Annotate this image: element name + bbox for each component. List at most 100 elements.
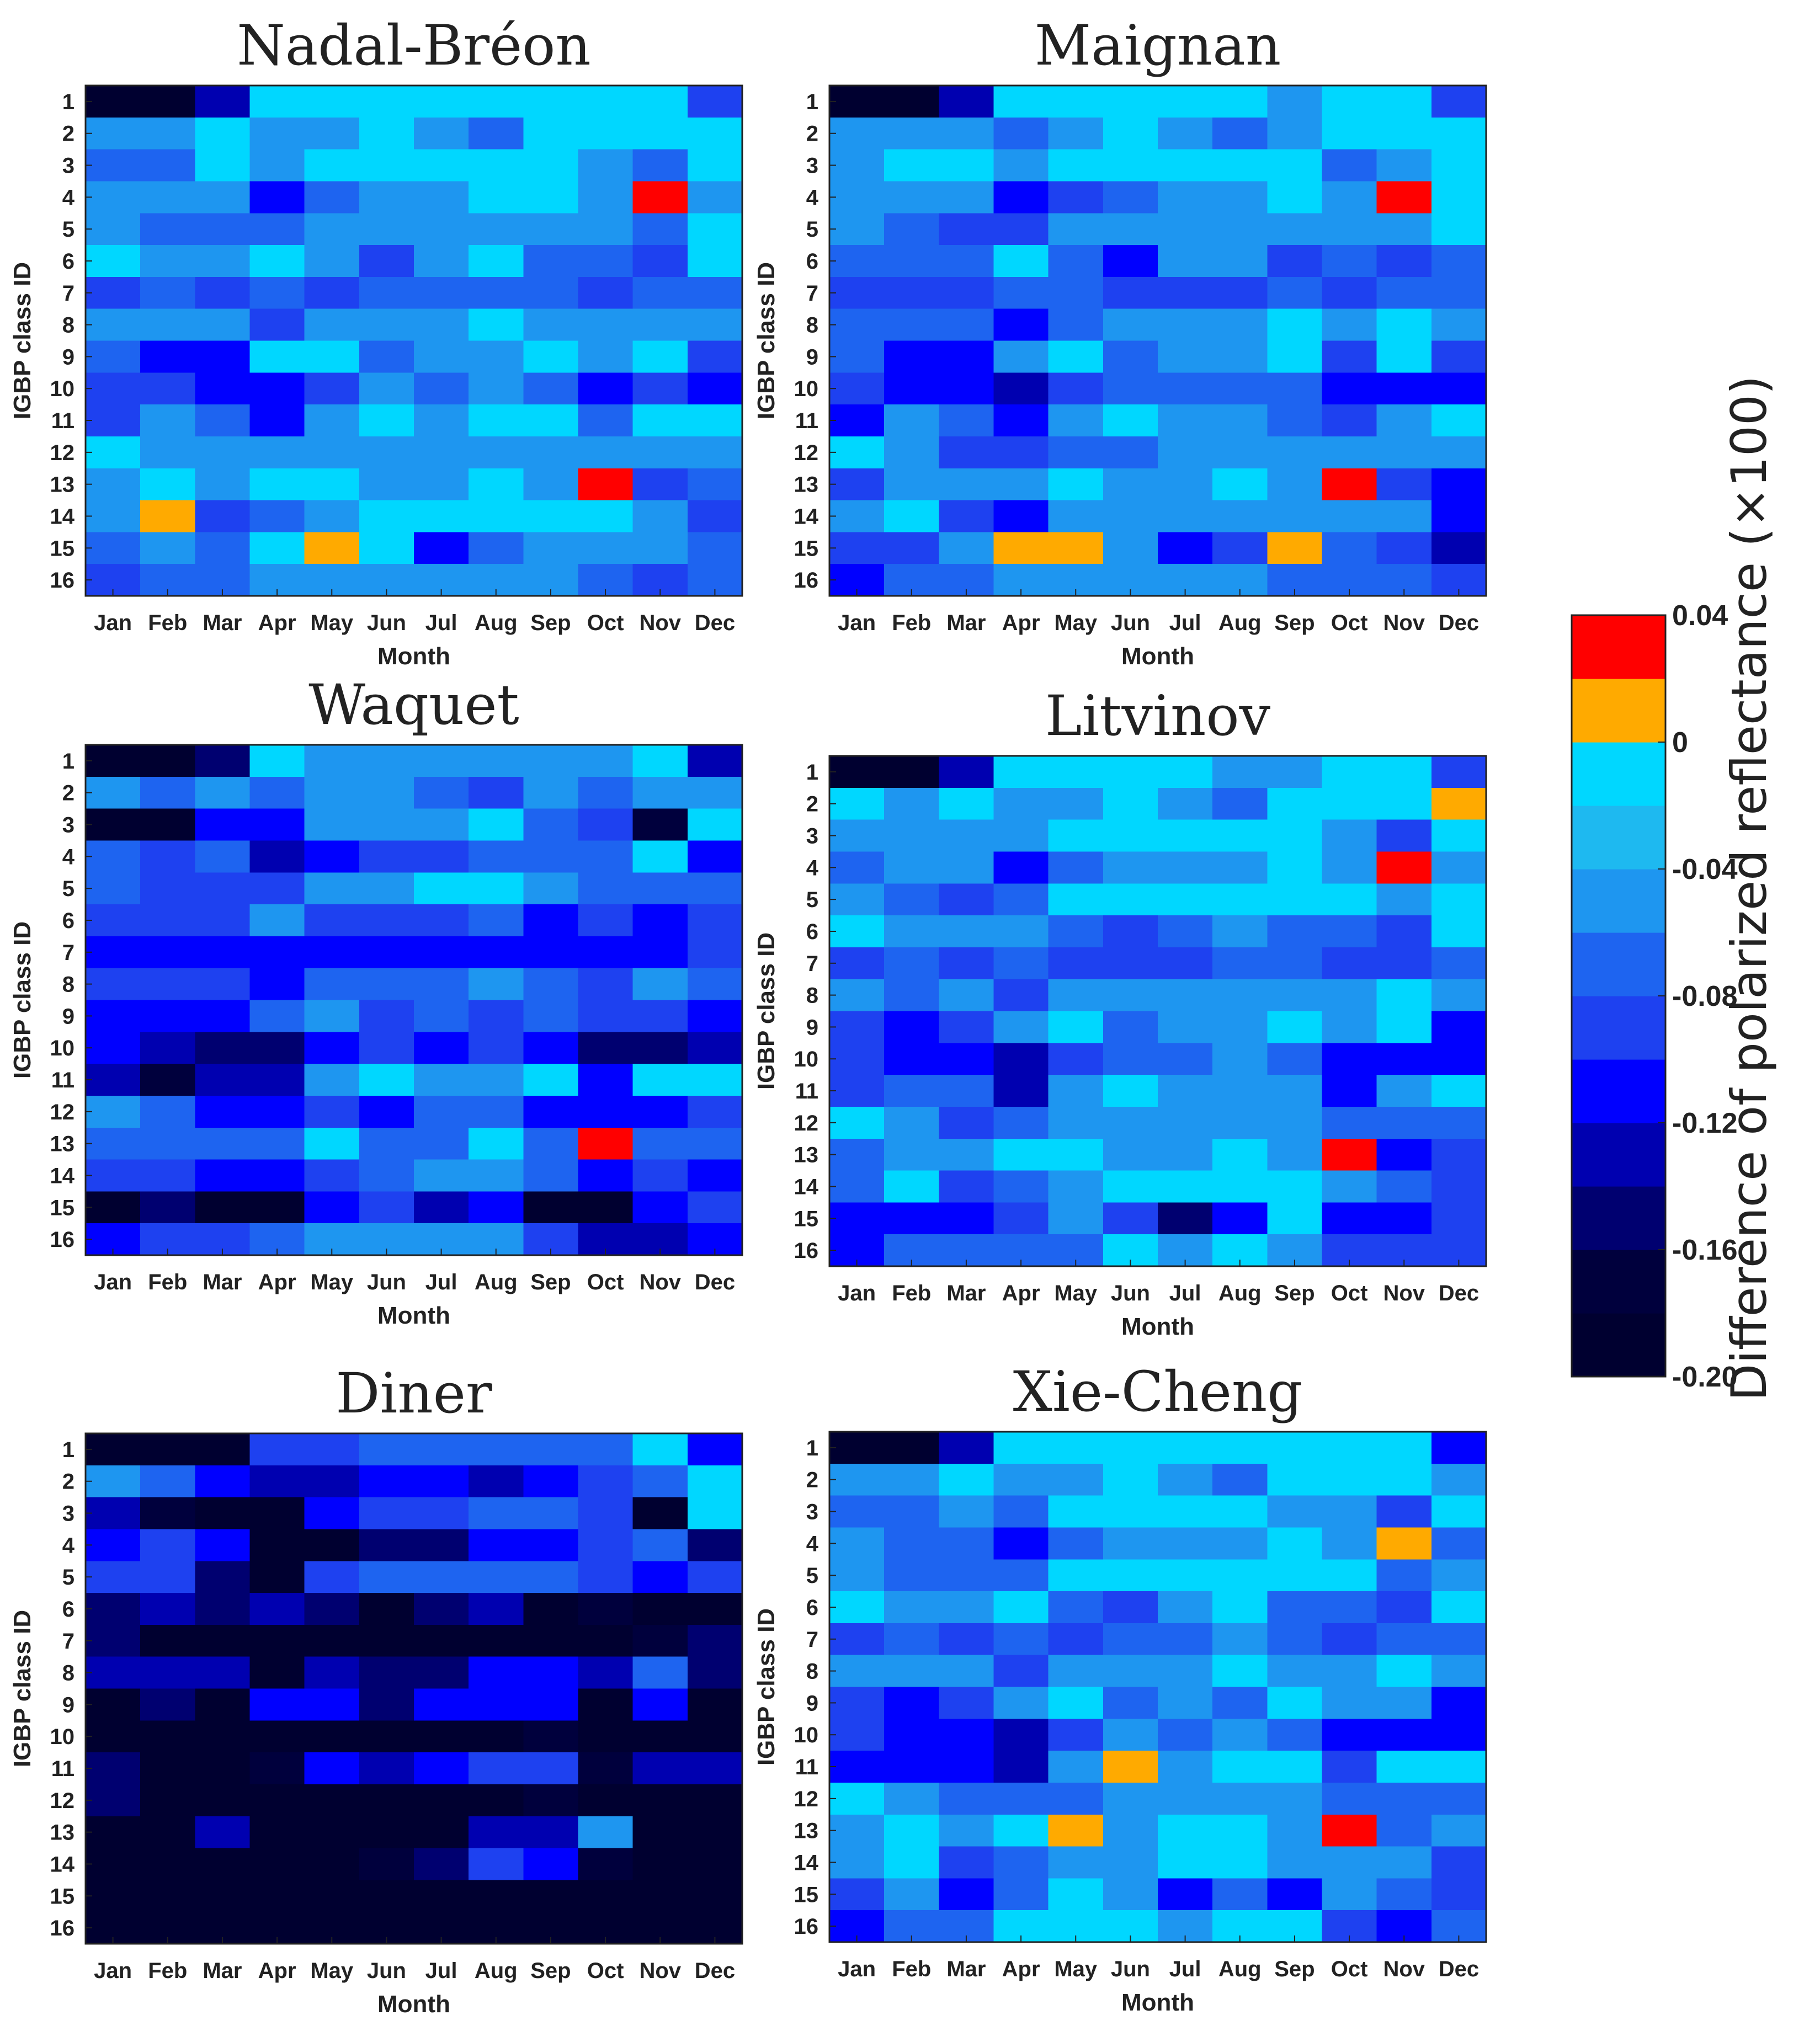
heatmap-cell	[1267, 851, 1323, 884]
heatmap-cell	[523, 1624, 579, 1657]
heatmap-cell	[359, 468, 414, 501]
heatmap-cell	[523, 308, 579, 342]
x-tick-label: Nov	[639, 611, 681, 635]
heatmap-cell	[304, 1433, 360, 1466]
x-tick-label: Feb	[148, 611, 187, 635]
heatmap-cell	[195, 117, 251, 150]
heatmap-cell	[1048, 117, 1104, 150]
x-tick-label: Nov	[1383, 1281, 1425, 1305]
heatmap-cell	[1376, 468, 1432, 501]
heatmap-cell	[1048, 1814, 1104, 1847]
heatmap-cell	[1376, 276, 1432, 310]
heatmap-cell	[578, 1159, 634, 1192]
heatmap-cell	[1103, 1687, 1158, 1719]
heatmap-cell	[304, 404, 360, 437]
heatmap-cell	[86, 213, 141, 246]
heatmap-cell	[86, 1688, 141, 1721]
heatmap-cell	[1158, 1432, 1213, 1464]
heatmap-cell	[86, 904, 141, 937]
heatmap-cell	[359, 117, 414, 150]
heatmap-cell	[86, 181, 141, 214]
heatmap-cell	[884, 851, 939, 884]
heatmap-cell	[993, 1138, 1049, 1171]
heatmap-cell	[249, 1561, 305, 1593]
heatmap-cell	[632, 436, 688, 469]
heatmap-cell	[414, 500, 469, 532]
heatmap-cell	[939, 213, 994, 246]
heatmap-cell	[884, 1463, 939, 1496]
heatmap-cell	[1103, 1202, 1158, 1235]
heatmap-cell	[687, 1720, 743, 1753]
heatmap-cell	[578, 1880, 634, 1912]
y-tick-label: 10	[794, 1047, 819, 1071]
y-tick-label: 5	[62, 217, 74, 242]
heatmap-cell	[829, 1463, 885, 1496]
heatmap-cell	[1212, 1782, 1268, 1815]
heatmap-cell	[993, 947, 1049, 980]
heatmap-cell	[1376, 1527, 1432, 1560]
x-tick-label: Jun	[1111, 1957, 1150, 1981]
heatmap-cell	[1267, 1011, 1323, 1043]
heatmap-cell	[249, 1497, 305, 1530]
y-tick-label: 1	[806, 90, 818, 114]
heatmap-cell	[1267, 1751, 1323, 1783]
heatmap-cell	[578, 436, 634, 469]
heatmap-cell	[1212, 213, 1268, 246]
heatmap-cell	[195, 372, 251, 405]
heatmap-cell	[993, 276, 1049, 310]
heatmap-cell	[304, 1095, 360, 1128]
heatmap-cell	[632, 245, 688, 278]
heatmap-cell	[1267, 1591, 1323, 1624]
heatmap-cell	[632, 1497, 688, 1530]
x-tick-label: May	[1054, 1957, 1098, 1981]
heatmap-cell	[86, 149, 141, 182]
heatmap-cell	[1267, 308, 1323, 342]
heatmap-cell	[993, 1814, 1049, 1847]
heatmap-cell	[249, 436, 305, 469]
heatmap-cell	[1322, 1751, 1377, 1783]
heatmap-cell	[1376, 947, 1432, 980]
heatmap-cell	[1048, 1846, 1104, 1879]
heatmap-cell	[884, 532, 939, 564]
heatmap-cell	[1212, 1878, 1268, 1911]
heatmap-cell	[523, 149, 579, 182]
heatmap-cell	[939, 1043, 994, 1075]
heatmap-cell	[195, 340, 251, 373]
heatmap-cell	[304, 1497, 360, 1530]
heatmap-cell	[523, 500, 579, 532]
heatmap-cell	[884, 213, 939, 246]
heatmap-cell	[632, 149, 688, 182]
heatmap-cell	[414, 1064, 469, 1096]
heatmap-cell	[884, 1043, 939, 1075]
heatmap-cell	[1048, 1655, 1104, 1688]
x-tick-label: Nov	[639, 1959, 681, 1983]
heatmap-cell	[1158, 1559, 1213, 1592]
heatmap-cell	[993, 372, 1049, 405]
heatmap-cell	[195, 245, 251, 278]
heatmap-cell	[304, 86, 360, 118]
heatmap-cell	[687, 1752, 743, 1785]
y-tick-label: 15	[794, 536, 819, 561]
x-tick-label: Jan	[94, 611, 132, 635]
heatmap-cell	[993, 819, 1049, 852]
heatmap-cell	[304, 1064, 360, 1096]
heatmap-cell	[1267, 1432, 1323, 1464]
heatmap-cell	[939, 883, 994, 916]
heatmap-cell	[829, 787, 885, 820]
heatmap-cell	[249, 1032, 305, 1064]
x-tick-label: May	[310, 1959, 354, 1983]
heatmap-cell	[1212, 1719, 1268, 1751]
heatmap-cell	[993, 1687, 1049, 1719]
heatmap-cell	[1322, 117, 1377, 150]
heatmap-cell	[1048, 819, 1104, 852]
heatmap-cell	[304, 1593, 360, 1625]
heatmap-cell	[140, 308, 195, 342]
x-tick-label: Apr	[258, 1959, 296, 1983]
heatmap-cell	[884, 1782, 939, 1815]
heatmap-cell	[829, 181, 885, 214]
heatmap-cell	[993, 1719, 1049, 1751]
heatmap-cell	[140, 86, 195, 118]
heatmap-cell	[578, 1529, 634, 1561]
heatmap-cell	[469, 936, 524, 969]
heatmap-cell	[523, 1127, 579, 1160]
